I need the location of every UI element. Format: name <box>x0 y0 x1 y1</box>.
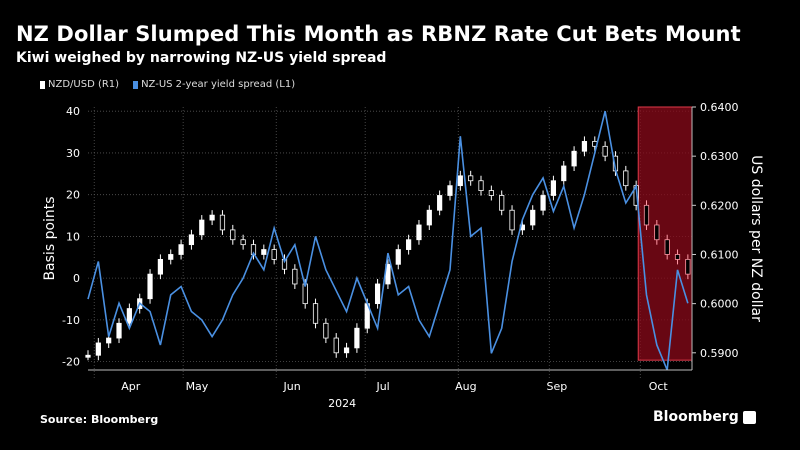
nzdusd-candle <box>292 268 298 285</box>
nzdusd-candle <box>261 249 267 255</box>
nzdusd-candle <box>157 258 163 275</box>
nzdusd-candle <box>85 354 91 358</box>
y-tick-right: 0.6400 <box>700 101 739 114</box>
y-tick-left: 0 <box>73 272 80 285</box>
x-tick-label: Jun <box>283 380 301 393</box>
nzdusd-candle <box>550 180 557 196</box>
nzdusd-candle <box>530 209 536 226</box>
nzdusd-candle <box>199 219 205 236</box>
x-tick-label: Sep <box>546 380 567 393</box>
nzdusd-candle <box>426 209 432 226</box>
x-tick-label: May <box>186 380 209 393</box>
nzdusd-candle <box>437 195 443 211</box>
y-axis-title-left: Basis points <box>42 196 58 280</box>
nzdusd-candle <box>643 204 650 226</box>
x-tick-label: Apr <box>121 380 141 393</box>
nzdusd-candle <box>478 180 484 191</box>
nzdusd-candle <box>106 337 112 344</box>
nzdusd-candle <box>116 322 122 339</box>
highlight-region <box>637 106 693 361</box>
chart-subtitle: Kiwi weighed by narrowing NZ-US yield sp… <box>16 50 387 66</box>
nzdusd-candle <box>457 175 463 187</box>
brand-logo: Bloomberg <box>653 409 756 425</box>
nzdusd-candle <box>395 249 401 265</box>
nzdusd-candle <box>230 229 236 241</box>
nzdusd-candle <box>168 254 174 260</box>
nzdusd-candle <box>343 347 350 354</box>
legend-swatch-nzdusd <box>40 80 45 89</box>
y-tick-left: -10 <box>62 314 80 327</box>
brand-name: Bloomberg <box>653 409 739 425</box>
nzdusd-candle <box>95 342 101 356</box>
y-tick-right: 0.5900 <box>700 347 739 360</box>
y-tick-right: 0.6000 <box>700 298 739 311</box>
nzdusd-candle <box>623 170 629 187</box>
legend-swatch-spread <box>133 80 139 89</box>
nzdusd-candle <box>374 283 381 305</box>
nzdusd-candle <box>509 209 515 231</box>
x-year-label: 2024 <box>328 397 356 410</box>
chart-legend: NZD/USD (R1) NZ-US 2-year yield spread (… <box>40 79 295 90</box>
y-tick-left: 20 <box>66 189 80 202</box>
nzdusd-candle <box>571 150 577 167</box>
y-axis-title-right: US dollars per NZ dollar <box>748 155 764 322</box>
nzdusd-candle <box>354 327 360 349</box>
y-tick-right: 0.6300 <box>700 150 739 163</box>
y-tick-left: 10 <box>66 230 80 243</box>
nzdusd-candle <box>240 239 246 246</box>
nzdusd-candle <box>333 337 339 354</box>
nzdusd-candle <box>126 308 132 324</box>
y-tick-left: 40 <box>66 105 80 118</box>
legend-item-spread: NZ-US 2-year yield spread (L1) <box>133 79 295 90</box>
y-tick-left: -20 <box>62 356 80 369</box>
nzdusd-candle <box>312 303 319 324</box>
legend-item-nzdusd: NZD/USD (R1) <box>40 79 119 90</box>
y-tick-right: 0.6100 <box>700 248 739 261</box>
nzdusd-candle <box>188 234 195 246</box>
spread-line <box>87 110 689 371</box>
nzdusd-candle <box>674 254 681 260</box>
nzdusd-candle <box>447 185 453 196</box>
nzdusd-candle <box>488 190 494 196</box>
nzdusd-candle <box>602 145 608 157</box>
nzdusd-candle <box>540 195 546 211</box>
brand-badge-icon <box>742 410 756 424</box>
nzdusd-candle <box>581 141 588 152</box>
nzdusd-candle <box>209 214 215 221</box>
nzdusd-candle <box>654 224 660 241</box>
y-tick-left: 30 <box>66 147 80 160</box>
legend-label-nzdusd: NZD/USD (R1) <box>48 79 120 90</box>
y-tick-right: 0.6200 <box>700 199 739 212</box>
nzdusd-candle <box>416 224 422 241</box>
nzdusd-candle <box>561 165 567 182</box>
legend-label-spread: NZ-US 2-year yield spread (L1) <box>141 79 296 90</box>
nzdusd-candle <box>499 195 505 211</box>
nzdusd-candle <box>302 283 308 305</box>
x-tick-label: Jul <box>375 380 389 393</box>
x-tick-label: Aug <box>455 380 476 393</box>
nzdusd-candle <box>468 175 474 182</box>
x-tick-label: Oct <box>649 380 669 393</box>
source-note: Source: Bloomberg <box>40 413 159 426</box>
nzdusd-candle <box>271 249 277 260</box>
nzdusd-candle <box>685 258 691 275</box>
chart-title: NZ Dollar Slumped This Month as RBNZ Rat… <box>16 22 741 46</box>
nzdusd-candle <box>219 214 226 231</box>
nzdusd-candle <box>178 244 184 255</box>
nzdusd-candle <box>323 322 329 339</box>
nzdusd-candle <box>406 239 412 250</box>
nzdusd-candle <box>147 273 153 300</box>
nzdusd-candle <box>664 239 670 255</box>
